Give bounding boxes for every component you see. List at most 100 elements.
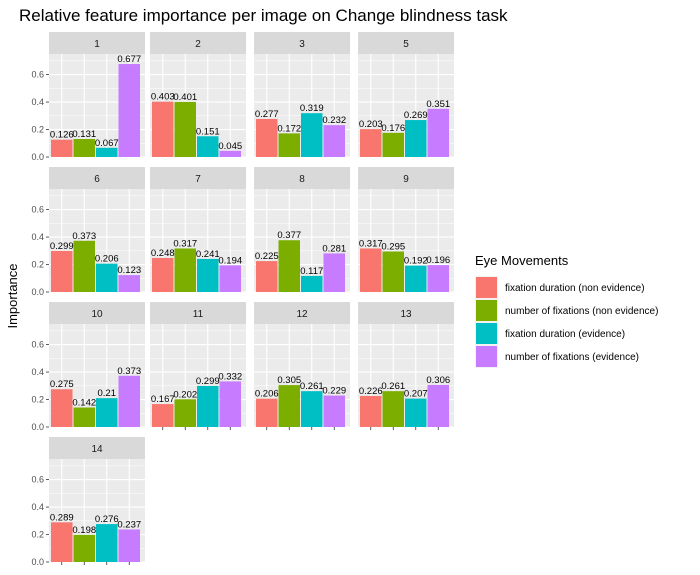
bar <box>51 250 73 292</box>
bar <box>152 404 174 427</box>
bar <box>152 257 174 292</box>
bar <box>382 251 404 292</box>
bar-value-label: 0.207 <box>404 389 428 400</box>
bar-value-label: 0.176 <box>381 123 405 134</box>
bar-value-label: 0.332 <box>218 371 242 382</box>
bar-value-label: 0.123 <box>117 265 141 276</box>
facet-strip-label: 5 <box>403 39 409 50</box>
bar-value-label: 0.229 <box>322 386 346 397</box>
facet-strip-label: 13 <box>400 309 412 320</box>
legend-entry: fixation duration (non evidence) <box>475 276 645 299</box>
y-tick-label: 0.2 <box>31 125 44 135</box>
y-tick-label: 0.0 <box>31 287 44 297</box>
bar-value-label: 0.317 <box>173 238 197 249</box>
bar-value-label: 0.281 <box>322 243 346 254</box>
y-tick-label: 0.2 <box>31 530 44 540</box>
legend-label: fixation duration (non evidence) <box>505 283 645 294</box>
y-tick-label: 0.6 <box>31 70 44 80</box>
facet-strip <box>150 302 246 324</box>
y-tick-label: 0.0 <box>31 152 44 162</box>
facet-panels: 10.1260.1310.0670.6770.00.20.40.620.4030… <box>31 32 454 567</box>
facet-strip-label: 14 <box>91 444 103 455</box>
y-tick-label: 0.4 <box>31 502 44 512</box>
bar-value-label: 0.261 <box>381 381 405 392</box>
bar-value-label: 0.276 <box>95 514 119 525</box>
chart-title: Relative feature importance per image on… <box>19 6 508 25</box>
bar-value-label: 0.269 <box>404 110 428 121</box>
bar-value-label: 0.373 <box>72 231 96 242</box>
y-tick-label: 0.6 <box>31 205 44 215</box>
facet-strip <box>49 437 145 459</box>
legend: Eye Movements fixation duration (non evi… <box>475 253 658 368</box>
bar <box>427 108 449 157</box>
legend-label: fixation duration (evidence) <box>505 329 625 340</box>
bar <box>174 399 196 427</box>
facet-strip-label: 10 <box>91 309 103 320</box>
bar <box>174 248 196 292</box>
bar <box>73 407 95 427</box>
bar-value-label: 0.248 <box>151 248 175 259</box>
bar-value-label: 0.172 <box>277 123 301 134</box>
bar-value-label: 0.377 <box>277 230 301 241</box>
bar-value-label: 0.351 <box>426 99 450 110</box>
y-tick-label: 0.4 <box>31 367 44 377</box>
bar-value-label: 0.117 <box>300 266 323 277</box>
bar-value-label: 0.203 <box>359 119 383 130</box>
bar-value-label: 0.194 <box>218 255 242 266</box>
bar <box>278 133 300 157</box>
legend-swatch <box>476 277 497 298</box>
bar <box>219 150 241 157</box>
bar-value-label: 0.289 <box>50 512 74 523</box>
bar-value-label: 0.299 <box>196 376 220 387</box>
bar <box>197 385 219 427</box>
bar <box>323 395 345 427</box>
facet-panel: 8 0.225 0.377 0.117 0.281 <box>254 167 350 293</box>
facet-strip <box>150 32 246 54</box>
bar-value-label: 0.305 <box>277 375 301 386</box>
bar-value-label: 0.319 <box>300 103 324 114</box>
facet-strip-label: 9 <box>403 174 409 185</box>
bar-value-label: 0.226 <box>359 386 383 397</box>
y-tick-label: 0.2 <box>31 260 44 270</box>
y-tick-label: 0.4 <box>31 232 44 242</box>
legend-label: number of fixations (evidence) <box>505 352 639 363</box>
bar <box>197 258 219 292</box>
bar <box>278 385 300 427</box>
y-tick-label: 0.0 <box>31 422 44 432</box>
y-axis-title: Importance <box>5 263 20 328</box>
bar <box>96 263 118 292</box>
legend-title: Eye Movements <box>475 253 569 268</box>
bar <box>360 248 382 292</box>
facet-strip <box>49 167 145 189</box>
bar-value-label: 0.403 <box>151 92 175 103</box>
facet-strip <box>150 167 246 189</box>
bar-value-label: 0.295 <box>381 241 405 252</box>
bar <box>73 534 95 562</box>
bar-value-label: 0.275 <box>50 379 74 390</box>
facet-strip <box>254 302 350 324</box>
bar-value-label: 0.225 <box>255 251 279 262</box>
facet-strip <box>49 32 145 54</box>
legend-label: number of fixations (non evidence) <box>505 306 658 317</box>
bar-value-label: 0.261 <box>300 381 324 392</box>
bar <box>197 136 219 157</box>
bar-value-label: 0.21 <box>98 388 117 399</box>
bar <box>152 101 174 157</box>
bar <box>323 125 345 157</box>
bar-value-label: 0.045 <box>218 141 242 152</box>
legend-entry: number of fixations (non evidence) <box>475 299 658 322</box>
facet-strip-label: 7 <box>195 174 201 185</box>
bar-value-label: 0.196 <box>426 255 450 266</box>
bar <box>382 391 404 427</box>
bar-value-label: 0.401 <box>173 92 197 103</box>
bar <box>323 253 345 292</box>
bar-value-label: 0.206 <box>255 389 279 400</box>
bar-value-label: 0.151 <box>196 126 220 137</box>
y-tick-label: 0.2 <box>31 395 44 405</box>
